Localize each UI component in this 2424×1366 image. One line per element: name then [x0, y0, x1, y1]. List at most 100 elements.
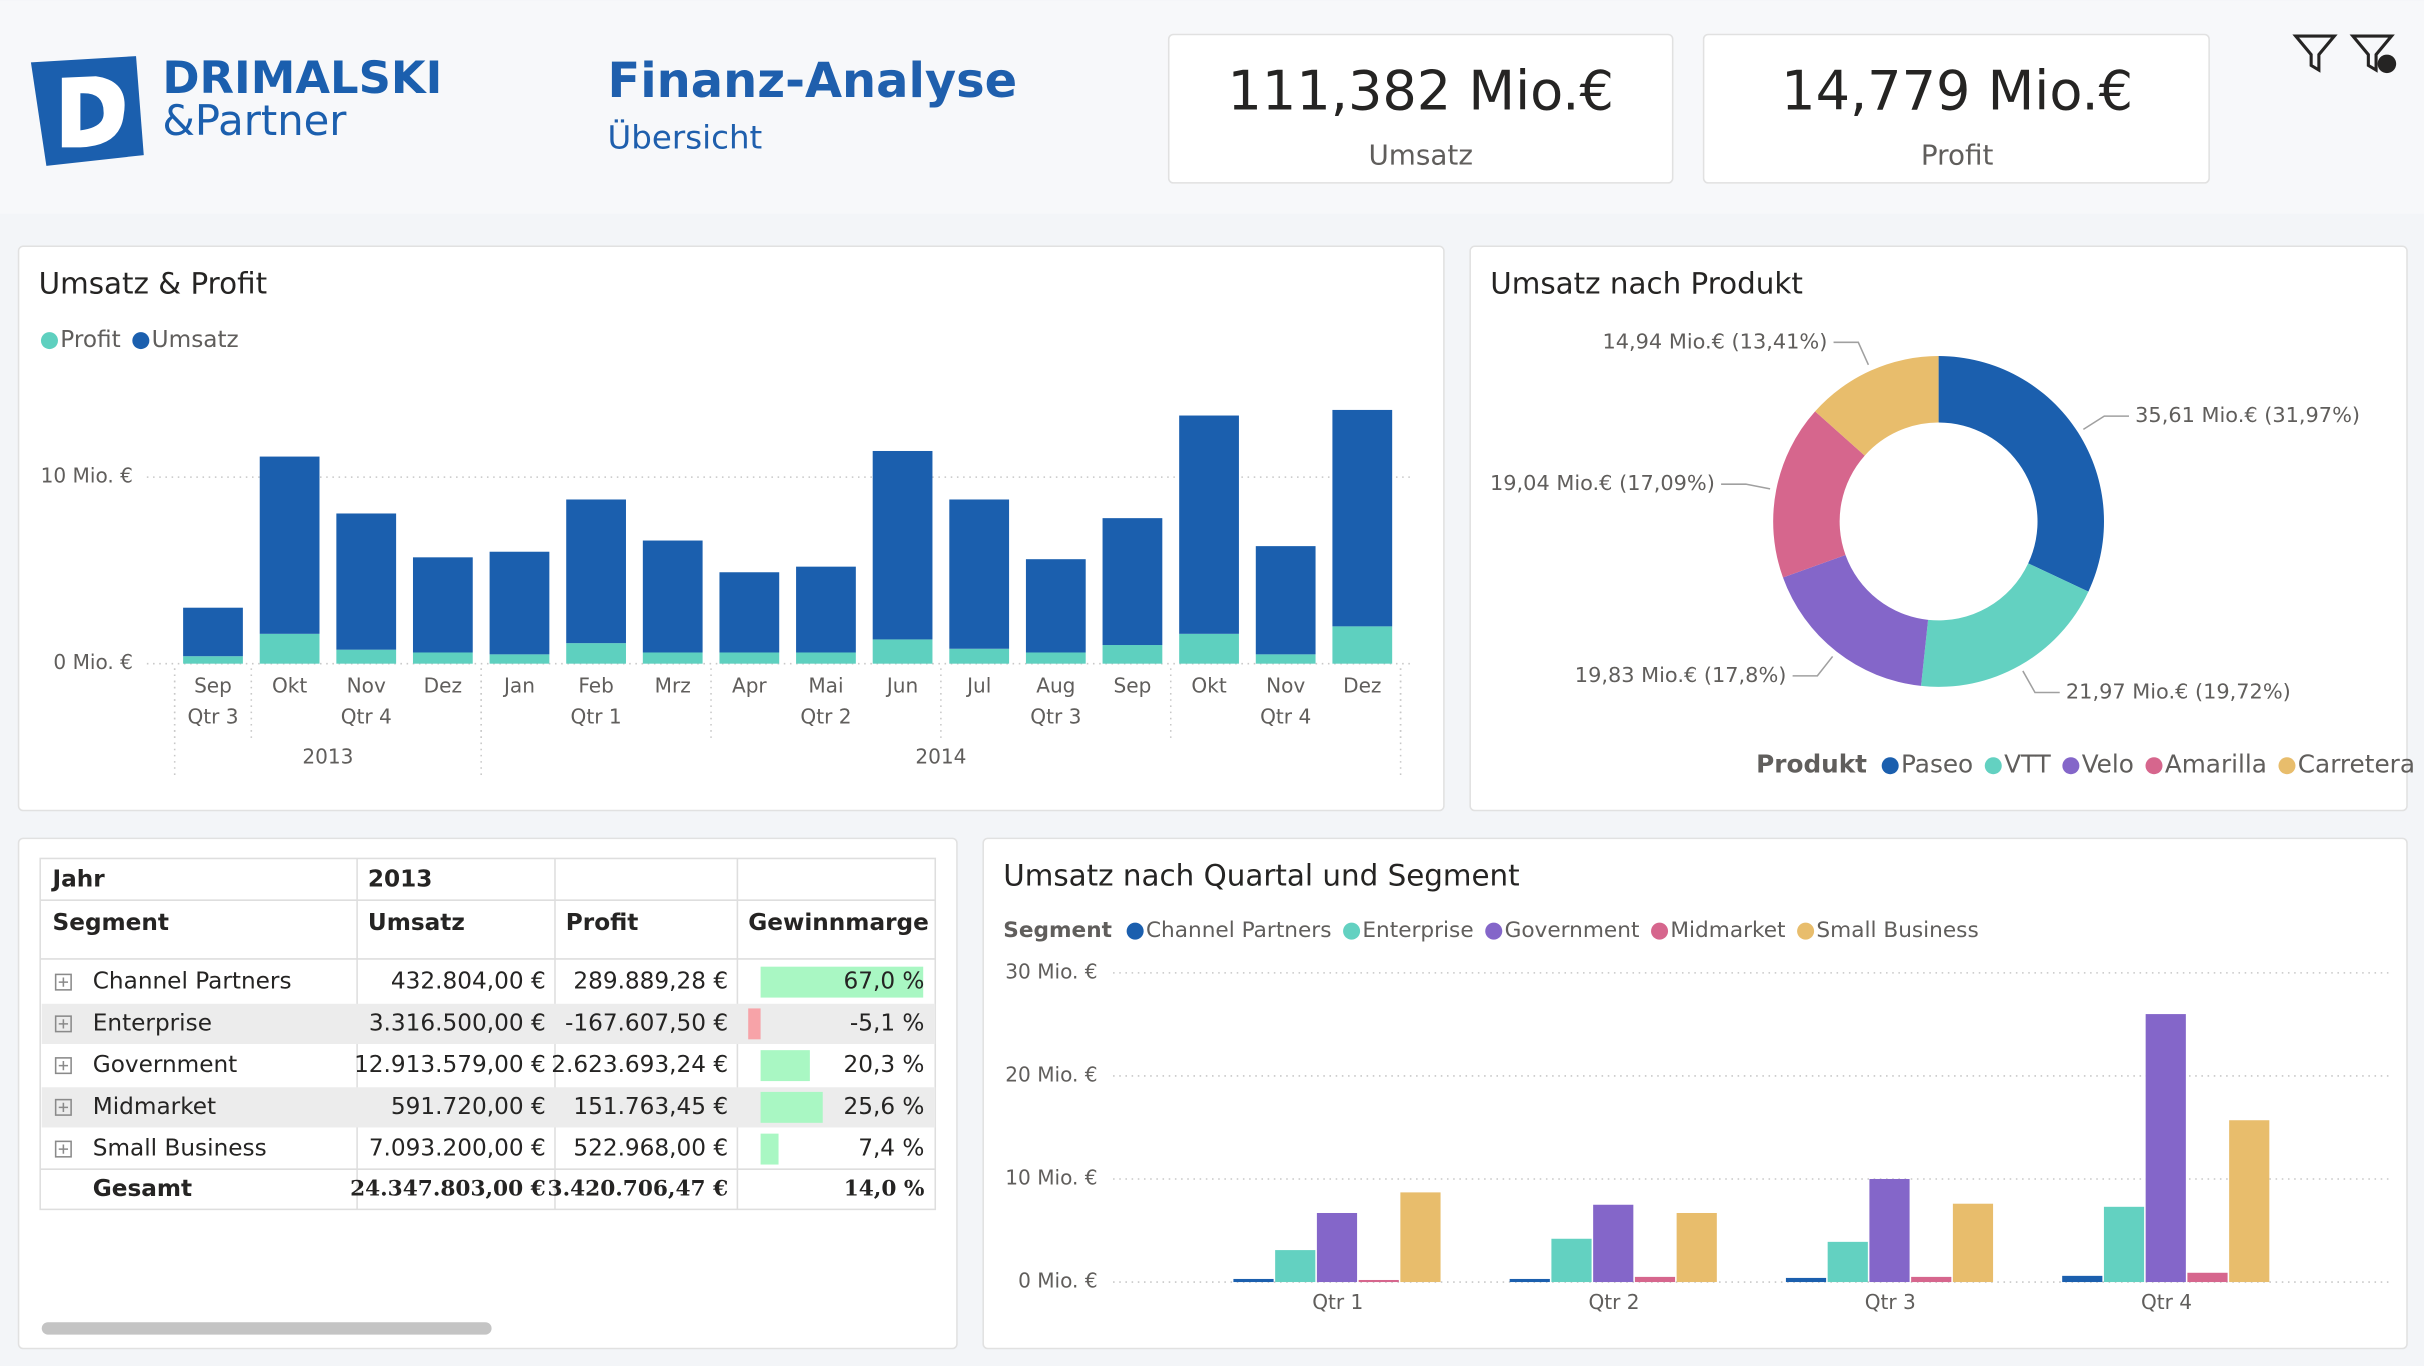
- table-cell: 151.763,45 €: [573, 1093, 728, 1120]
- legend-title: Segment: [1003, 918, 1112, 943]
- table-cell: 67,0 %: [843, 968, 924, 995]
- y-tick-label: 30 Mio. €: [1005, 959, 1097, 983]
- column-header: Profit: [566, 909, 639, 936]
- donut-slice: [1938, 356, 2104, 592]
- expand-plus: [58, 1060, 69, 1071]
- bar: [1332, 409, 1393, 627]
- table-cell: -5,1 %: [850, 1009, 925, 1036]
- total-cell: 24.347.803,00 €: [350, 1176, 546, 1201]
- bar: [1634, 1276, 1676, 1283]
- bar: [2103, 1206, 2145, 1283]
- logo-subtext: &Partner: [162, 96, 347, 145]
- bar: [1827, 1241, 1868, 1283]
- table-cell: Channel Partners: [93, 968, 292, 995]
- clear-filter-badge: [2377, 54, 2397, 74]
- logo-mark: [30, 56, 144, 166]
- y-tick-label: 20 Mio. €: [1005, 1062, 1097, 1086]
- x-tick-label: Mai: [808, 673, 843, 697]
- x-tick-label: Qtr 3: [1865, 1290, 1916, 1314]
- legend-label: Amarilla: [2165, 750, 2267, 779]
- page-subtitle: Übersicht: [608, 119, 763, 157]
- legend-label: Paseo: [1901, 750, 1973, 779]
- bar: [1179, 415, 1239, 634]
- bar: [1179, 633, 1239, 664]
- label-leader: [1721, 483, 1771, 490]
- x-tick-label: Okt: [272, 673, 307, 697]
- column-header: Segment: [53, 909, 169, 936]
- legend-marker: [1984, 757, 2002, 775]
- data-bar: [760, 966, 924, 998]
- card: [1469, 245, 2408, 812]
- bar: [1332, 626, 1393, 664]
- bar: [336, 649, 397, 664]
- bar: [1025, 652, 1086, 664]
- bar: [1676, 1212, 1717, 1283]
- row-stripe: [41, 1003, 936, 1044]
- chart-title: Umsatz & Profit: [39, 266, 267, 300]
- bar: [566, 643, 626, 664]
- scrollbar[interactable]: [41, 1322, 492, 1335]
- bar: [1869, 1178, 1910, 1283]
- y-tick-label: 0 Mio. €: [53, 650, 133, 674]
- table-cell: 20,3 %: [843, 1051, 924, 1078]
- data-bar: [760, 1091, 823, 1123]
- filter-icon[interactable]: [2292, 34, 2338, 73]
- x-tick-label: Sep: [194, 673, 232, 697]
- expand-plus: [58, 1102, 69, 1112]
- table-cell: Small Business: [93, 1135, 267, 1162]
- table-cell: 522.968,00 €: [573, 1135, 728, 1162]
- label-leader: [1792, 655, 1834, 677]
- x-group-label: Qtr 3: [187, 704, 238, 728]
- expand-icon[interactable]: [54, 1057, 72, 1075]
- data-label: 19,83 Mio.€ (17,8%): [1575, 663, 1787, 687]
- legend-label: Channel Partners: [1146, 918, 1332, 943]
- bar: [1255, 546, 1316, 655]
- x-tick-label: Nov: [347, 673, 386, 697]
- bar: [566, 499, 626, 644]
- table-cell: 7.093.200,00 €: [369, 1135, 546, 1162]
- bar: [2062, 1275, 2103, 1283]
- donut-slice: [1782, 554, 1929, 686]
- expand-icon[interactable]: [54, 1140, 72, 1158]
- data-label: 19,04 Mio.€ (17,09%): [1490, 471, 1715, 495]
- total-cell: 14,0 %: [844, 1176, 925, 1201]
- bar: [1509, 1278, 1550, 1283]
- x-tick-label: Jul: [965, 673, 991, 697]
- expand-icon[interactable]: [54, 1015, 72, 1033]
- bar: [872, 450, 933, 640]
- table-header: 2013: [368, 866, 433, 893]
- expand-icon[interactable]: [54, 973, 72, 991]
- table-cell: 7,4 %: [858, 1135, 924, 1162]
- x-tick-label: Dez: [1343, 673, 1381, 697]
- legend-label: Midmarket: [1670, 918, 1785, 943]
- legend-marker: [1126, 922, 1144, 940]
- bar: [1102, 518, 1163, 646]
- legend-marker: [2145, 757, 2163, 775]
- legend-label: Umsatz: [152, 326, 239, 353]
- x-tick-label: Qtr 2: [1588, 1290, 1639, 1314]
- y-tick-label: 10 Mio. €: [1005, 1165, 1097, 1189]
- bar: [1316, 1212, 1358, 1283]
- kpi-value: 14,779 Mio.€: [1781, 59, 2133, 122]
- x-tick-label: Feb: [578, 673, 614, 697]
- logo-letter: [61, 76, 125, 148]
- table-cell: 3.316.500,00 €: [369, 1009, 546, 1036]
- legend-marker: [1881, 757, 1899, 775]
- total-cell: 3.420.706,47 €: [548, 1176, 729, 1201]
- legend-label: VTT: [2004, 750, 2052, 779]
- kpi-card: [1702, 33, 2210, 184]
- table-header: Jahr: [51, 866, 106, 893]
- bar: [2145, 1014, 2186, 1283]
- x-tick-label: Qtr 4: [2141, 1290, 2192, 1314]
- y-tick-label: 10 Mio. €: [41, 464, 133, 488]
- clear-filter-icon[interactable]: [2349, 34, 2395, 73]
- label-leader: [2022, 670, 2060, 694]
- kpi-value: 111,382 Mio.€: [1228, 59, 1614, 122]
- legend-title: Produkt: [1756, 750, 1867, 779]
- kpi-label: Profit: [1921, 139, 1994, 172]
- bar: [719, 652, 780, 664]
- kpi-card: [1167, 33, 1674, 184]
- expand-icon[interactable]: [54, 1098, 72, 1116]
- bar: [1400, 1192, 1441, 1283]
